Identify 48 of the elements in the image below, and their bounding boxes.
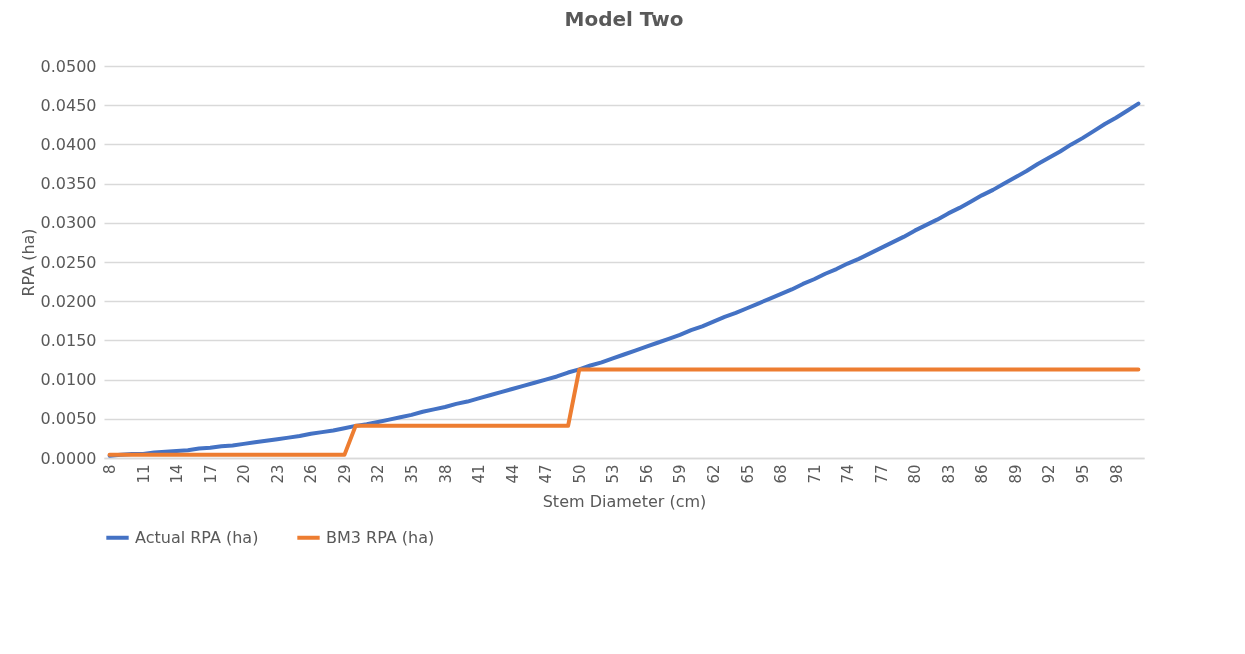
x-tick-label: 80 — [906, 464, 925, 484]
x-tick-label: 32 — [369, 464, 388, 484]
x-tick-label: 77 — [872, 464, 891, 484]
x-tick-label: 23 — [268, 464, 287, 484]
y-tick-label: 0.0450 — [40, 95, 97, 115]
x-tick-label: 11 — [134, 464, 153, 484]
x-tick-label: 62 — [704, 464, 723, 484]
y-tick-label: 0.0400 — [40, 134, 97, 154]
x-tick-label: 47 — [537, 464, 556, 484]
x-tick-label: 38 — [436, 464, 455, 484]
x-tick-label: 68 — [772, 464, 791, 484]
x-tick-label: 56 — [637, 464, 656, 484]
x-tick-label: 44 — [503, 464, 522, 484]
x-tick-label: 71 — [805, 464, 824, 484]
x-tick-label: 50 — [570, 464, 589, 484]
legend-label: Actual RPA (ha) — [135, 527, 259, 547]
x-tick-label: 26 — [302, 464, 321, 484]
line-series — [107, 101, 1141, 458]
y-tick-label: 0.0050 — [40, 409, 97, 429]
x-tick-label: 53 — [604, 464, 623, 484]
legend-label: BM3 RPA (ha) — [326, 527, 435, 547]
x-tick-label: 83 — [939, 464, 958, 484]
y-tick-label: 0.0200 — [40, 291, 97, 311]
x-tick-label: 20 — [235, 464, 254, 484]
y-tick-label: 0.0500 — [40, 56, 97, 76]
y-tick-label: 0.0350 — [40, 174, 97, 194]
y-axis-title: RPA (ha) — [18, 228, 38, 297]
x-tick-label: 41 — [470, 464, 489, 484]
chart-title: Model Two — [564, 7, 684, 31]
x-tick-label: 17 — [201, 464, 220, 484]
x-tick-label: 92 — [1040, 464, 1059, 484]
y-tick-label: 0.0300 — [40, 213, 97, 233]
x-tick-label: 59 — [671, 464, 690, 484]
x-tick-label: 86 — [973, 464, 992, 484]
x-tick-label: 35 — [403, 464, 422, 484]
x-tick-label: 65 — [738, 464, 757, 484]
x-tick-label: 89 — [1006, 464, 1025, 484]
y-tick-label: 0.0150 — [40, 330, 97, 350]
x-tick-label: 8 — [101, 464, 120, 475]
y-tick-label: 0.0250 — [40, 252, 97, 272]
y-tick-label: 0.0000 — [40, 448, 97, 468]
x-tick-label: 95 — [1073, 464, 1092, 484]
y-tick-label: 0.0100 — [40, 370, 97, 390]
x-tick-label: 98 — [1107, 464, 1126, 484]
x-tick-label: 29 — [335, 464, 354, 484]
x-axis-title: Stem Diameter (cm) — [542, 491, 707, 511]
x-tick-label: 14 — [168, 464, 187, 484]
x-tick-label: 74 — [839, 464, 858, 484]
